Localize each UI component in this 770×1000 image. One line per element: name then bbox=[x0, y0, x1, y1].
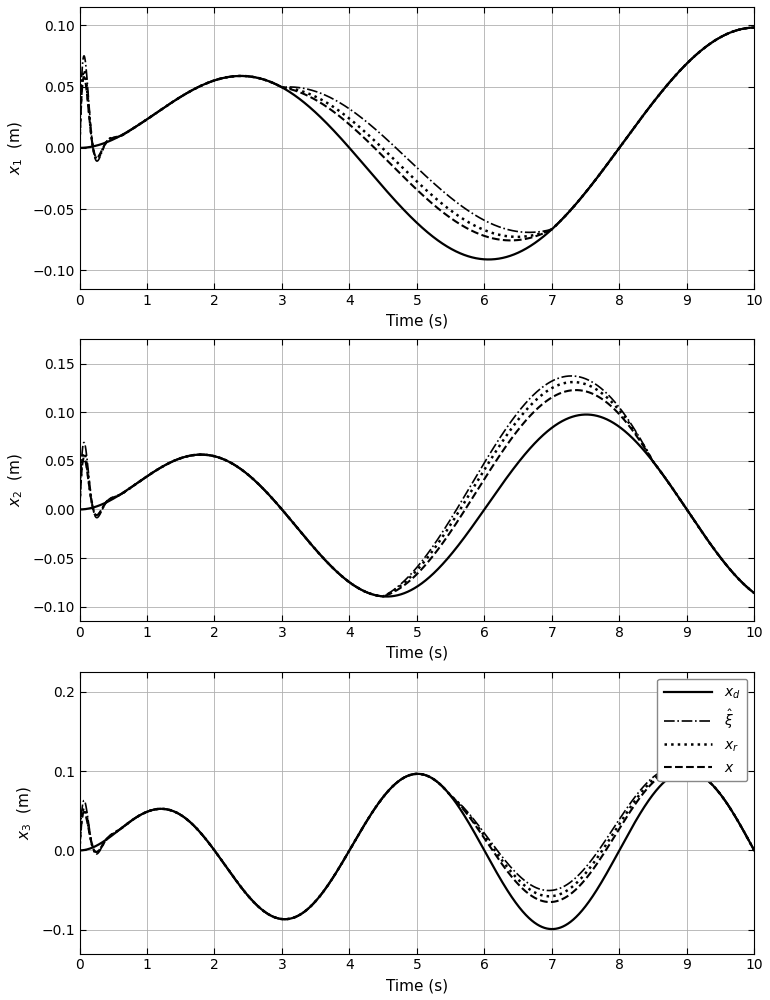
Legend: $x_d$, $\hat{\xi}$, $x_r$, $x$: $x_d$, $\hat{\xi}$, $x_r$, $x$ bbox=[657, 679, 748, 781]
X-axis label: Time (s): Time (s) bbox=[386, 313, 448, 328]
Y-axis label: $x_1$  (m): $x_1$ (m) bbox=[7, 121, 25, 175]
X-axis label: Time (s): Time (s) bbox=[386, 646, 448, 661]
X-axis label: Time (s): Time (s) bbox=[386, 978, 448, 993]
Y-axis label: $x_2$  (m): $x_2$ (m) bbox=[7, 453, 25, 507]
Y-axis label: $x_3$  (m): $x_3$ (m) bbox=[15, 786, 34, 840]
